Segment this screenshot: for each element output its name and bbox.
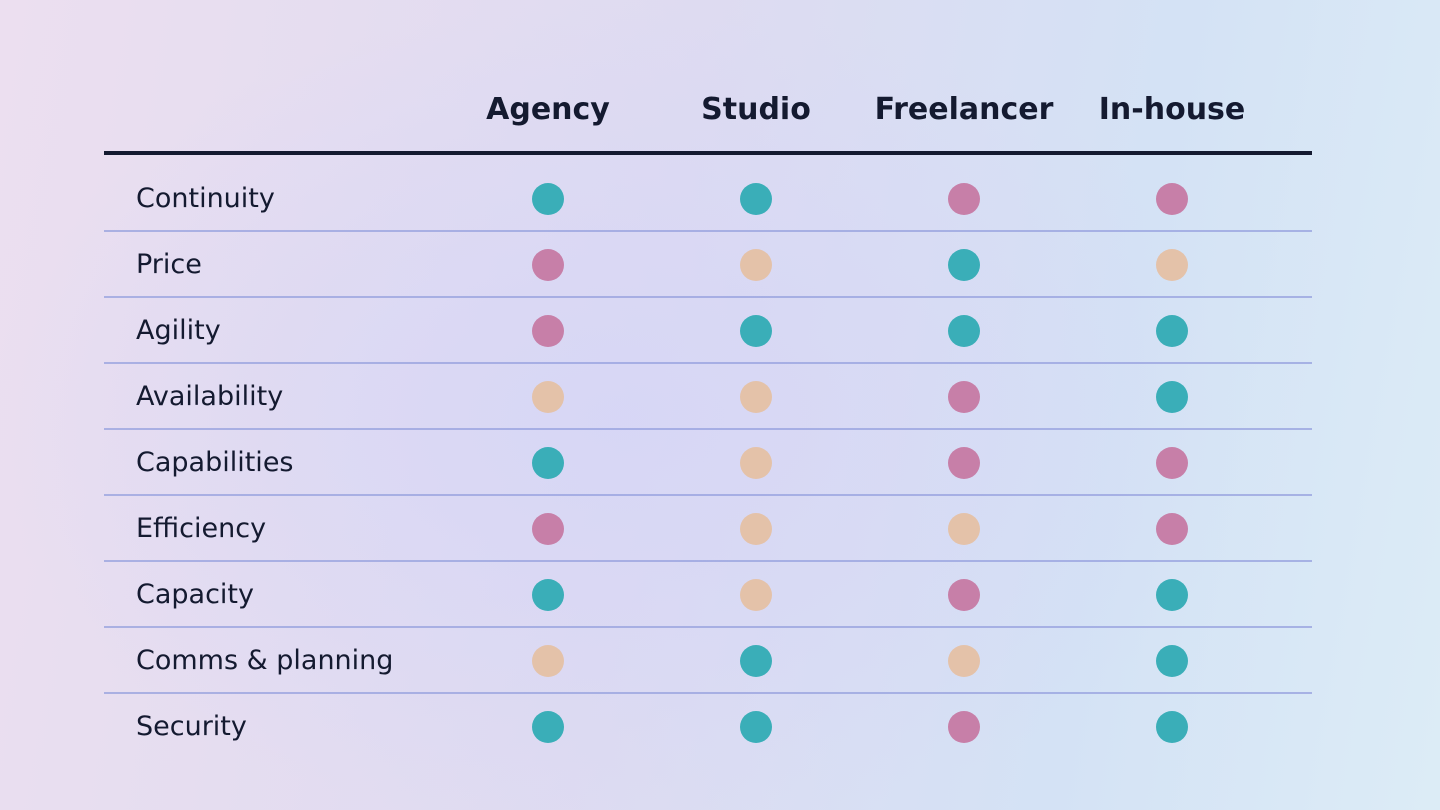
row-label: Capabilities: [136, 447, 294, 478]
column-header: Freelancer: [874, 92, 1054, 127]
rating-dot-teal: [740, 645, 772, 677]
matrix-row: Agility: [104, 296, 1312, 362]
rating-dot-peach: [740, 249, 772, 281]
rating-dot-peach: [740, 381, 772, 413]
column-header: Studio: [701, 92, 811, 127]
rating-dot-peach: [948, 645, 980, 677]
matrix-row: Availability: [104, 362, 1312, 428]
column-header: Agency: [486, 92, 610, 127]
rating-dot-teal: [532, 579, 564, 611]
rating-dot-pink: [1156, 513, 1188, 545]
row-label: Capacity: [136, 579, 254, 610]
rating-dot-teal: [740, 183, 772, 215]
column-header: In-house: [1098, 92, 1246, 127]
rating-dot-pink: [532, 315, 564, 347]
matrix-row: Security: [104, 692, 1312, 758]
matrix-row: Capabilities: [104, 428, 1312, 494]
rating-dot-teal: [1156, 315, 1188, 347]
row-label: Efficiency: [136, 513, 267, 544]
rating-dot-pink: [948, 711, 980, 743]
rating-dot-pink: [948, 381, 980, 413]
rating-dot-pink: [948, 183, 980, 215]
matrix-row: Efficiency: [104, 494, 1312, 560]
rating-dot-teal: [1156, 381, 1188, 413]
column-header-row: Agency Studio Freelancer In-house: [104, 80, 1312, 155]
rating-dot-peach: [948, 513, 980, 545]
matrix-row: Continuity: [104, 155, 1312, 230]
rating-dot-peach: [740, 513, 772, 545]
row-label: Continuity: [136, 183, 275, 214]
matrix-row: Comms & planning: [104, 626, 1312, 692]
rating-dot-teal: [948, 249, 980, 281]
rating-dot-pink: [948, 447, 980, 479]
matrix-rows: Continuity Price Agility Availability Capabi…: [104, 155, 1312, 758]
rating-dot-teal: [740, 315, 772, 347]
row-label: Price: [136, 249, 202, 280]
row-label: Availability: [136, 381, 284, 412]
rating-dot-teal: [532, 711, 564, 743]
rating-dot-pink: [1156, 183, 1188, 215]
rating-dot-pink: [1156, 447, 1188, 479]
row-label: Security: [136, 711, 247, 742]
rating-dot-peach: [532, 645, 564, 677]
rating-dot-teal: [740, 711, 772, 743]
rating-dot-teal: [1156, 579, 1188, 611]
rating-dot-pink: [948, 579, 980, 611]
matrix-row: Price: [104, 230, 1312, 296]
rating-dot-pink: [532, 249, 564, 281]
rating-dot-peach: [1156, 249, 1188, 281]
comparison-matrix: Agency Studio Freelancer In-house Continuit…: [104, 80, 1312, 758]
rating-dot-peach: [740, 447, 772, 479]
rating-dot-teal: [948, 315, 980, 347]
matrix-row: Capacity: [104, 560, 1312, 626]
rating-dot-teal: [1156, 645, 1188, 677]
rating-dot-teal: [532, 447, 564, 479]
rating-dot-teal: [532, 183, 564, 215]
rating-dot-peach: [532, 381, 564, 413]
rating-dot-pink: [532, 513, 564, 545]
rating-dot-teal: [1156, 711, 1188, 743]
row-label: Agility: [136, 315, 221, 346]
rating-dot-peach: [740, 579, 772, 611]
row-label: Comms & planning: [136, 645, 394, 676]
